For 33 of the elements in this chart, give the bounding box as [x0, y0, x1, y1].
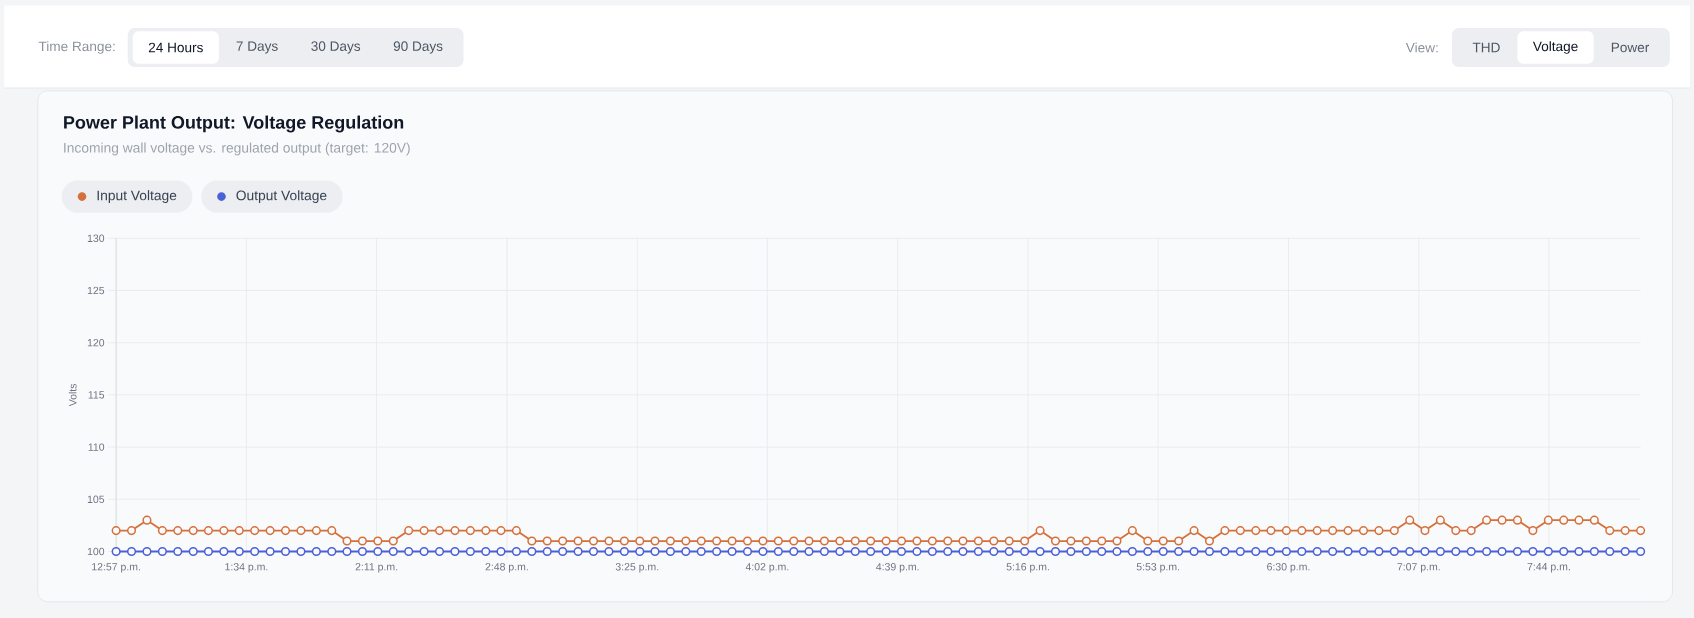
text: THD: [1472, 42, 1500, 53]
x-tick-label: 4:02 p.m.: [745, 563, 789, 573]
chart-subtitle: Incoming wall voltage vs. regulated output (target: 120V): [64, 142, 410, 156]
x-tick-label: 7:44 p.m.: [1527, 563, 1570, 573]
text: View:: [1405, 42, 1438, 53]
text: Voltage: [1532, 41, 1578, 54]
text: 90 Days: [393, 41, 443, 54]
x-tick-label: 5:53 p.m.: [1136, 563, 1180, 573]
x-tick-label: 2:48 p.m.: [485, 563, 528, 573]
y-tick-label: 115: [88, 391, 105, 399]
text: Time Range:: [38, 41, 115, 54]
y-tick-label: 130: [87, 234, 105, 243]
chart-title: Power Plant Output: Voltage Regulation: [64, 115, 404, 133]
y-tick-label: 110: [88, 443, 105, 451]
y-tick-label: 120: [87, 338, 105, 347]
text: 24 Hours: [148, 42, 203, 53]
x-tick-label: 1:34 p.m.: [225, 563, 268, 573]
x-tick-label: 4:39 p.m.: [876, 563, 919, 573]
x-tick-label: 5:16 p.m.: [1006, 563, 1049, 573]
y-tick-label: 105: [87, 495, 105, 504]
y-tick-label: 125: [87, 286, 105, 295]
legend-label: Output Voltage: [236, 190, 327, 204]
x-tick-label: 12:57 p.m.: [92, 563, 140, 573]
x-tick-label: 6:30 p.m.: [1267, 563, 1310, 573]
x-tick-label: 7:07 p.m.: [1397, 563, 1440, 573]
legend-label: Input Voltage: [97, 190, 177, 204]
x-tick-label: 2:11 p.m.: [355, 563, 398, 573]
text: 30 Days: [311, 41, 361, 54]
text: 7 Days: [236, 41, 278, 54]
y-tick-label: 100: [87, 547, 105, 556]
x-tick-label: 3:25 p.m.: [615, 563, 659, 573]
y-axis-title: Volts: [68, 383, 77, 407]
text: Power: [1611, 42, 1650, 53]
